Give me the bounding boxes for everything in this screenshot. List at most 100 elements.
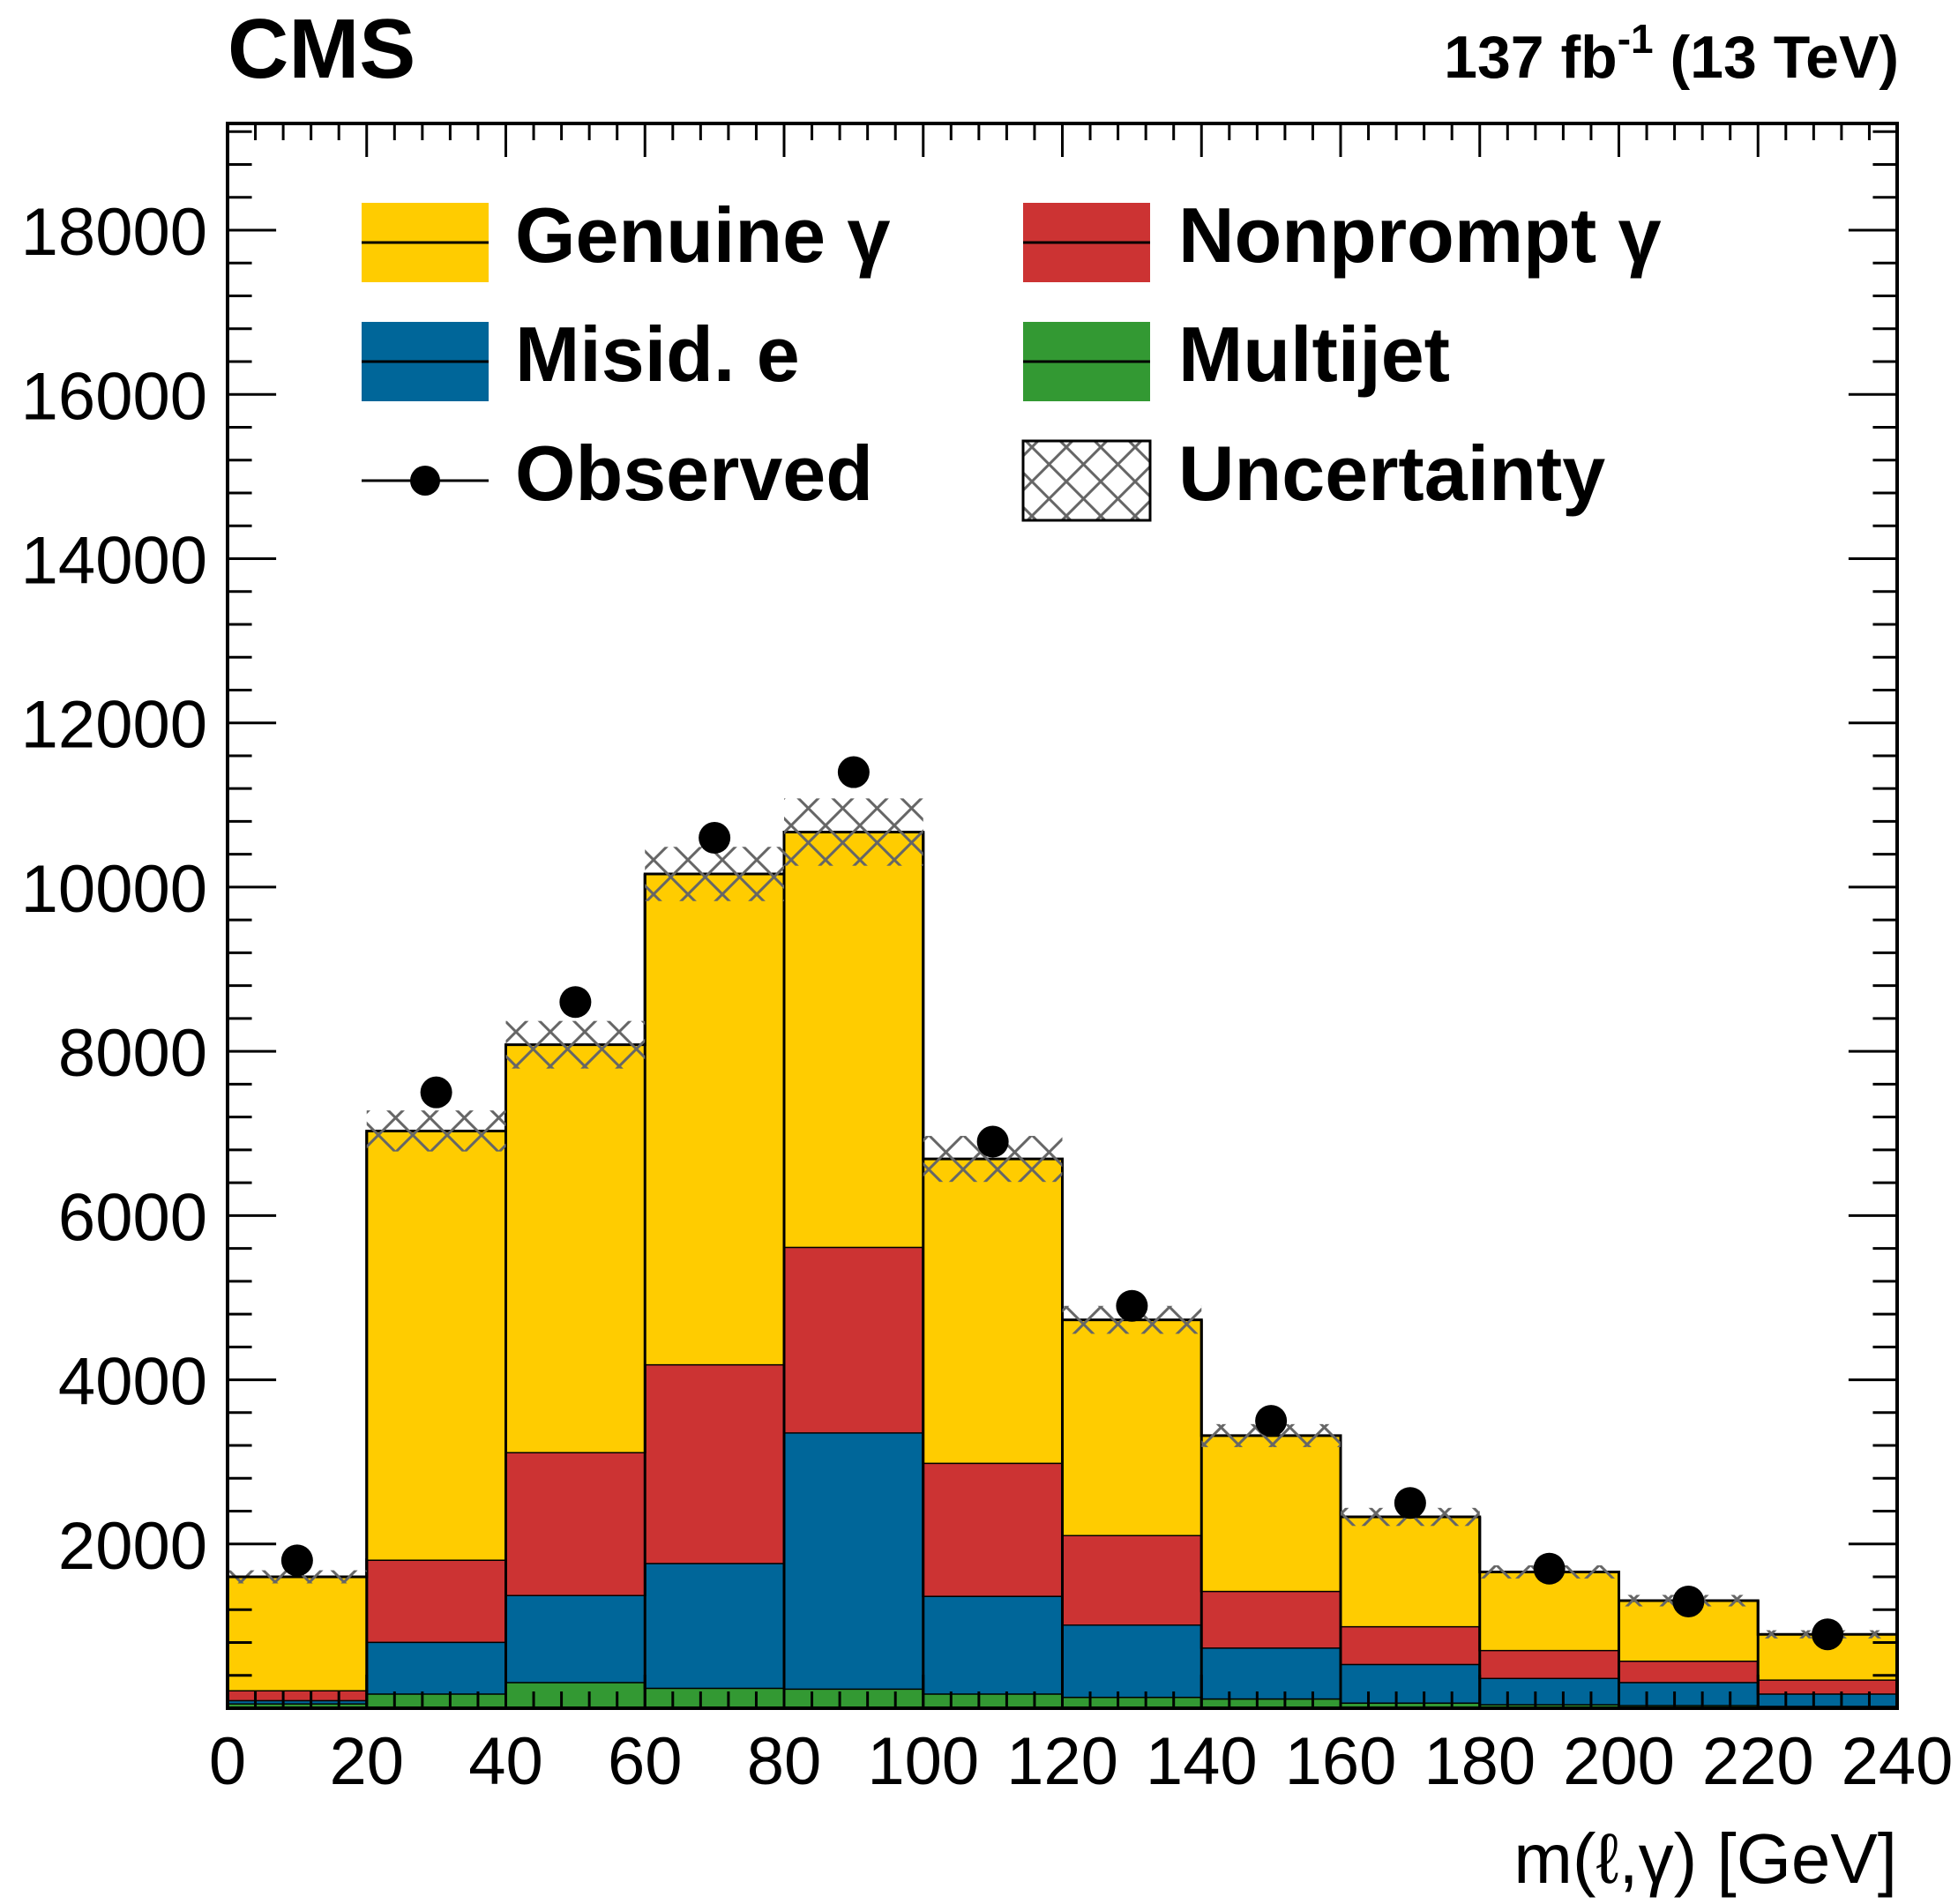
- bar-nonprompt-4: [784, 1246, 923, 1433]
- x-axis-label: m(ℓ,γ) [GeV]: [1513, 1819, 1897, 1898]
- y-tick-label-2000: 2000: [58, 1509, 207, 1584]
- bar-misid-e-7: [1201, 1647, 1341, 1699]
- bar-multijet-9: [1479, 1704, 1619, 1708]
- x-tick-label-100: 100: [867, 1724, 979, 1799]
- legend-label-observed: Observed: [515, 429, 873, 517]
- bar-multijet-1: [366, 1693, 506, 1708]
- bar-misid-e-4: [784, 1432, 923, 1689]
- bar-misid-e-8: [1341, 1663, 1480, 1703]
- observed-point-7: [1255, 1405, 1288, 1437]
- bar-multijet-3: [645, 1687, 784, 1708]
- bar-multijet-0: [228, 1703, 367, 1708]
- bar-multijet-4: [784, 1688, 923, 1708]
- uncertainty-band-0: [228, 1570, 367, 1584]
- observed-point-5: [976, 1125, 1009, 1158]
- bar-nonprompt-6: [1062, 1534, 1202, 1625]
- legend: Genuine γ Nonprompt γ Misid. e Multijet …: [362, 191, 1662, 522]
- y-tick-label-4000: 4000: [58, 1345, 207, 1420]
- experiment-label: CMS: [228, 2, 415, 96]
- bar-nonprompt-8: [1341, 1625, 1480, 1664]
- lumi-exponent: -1: [1618, 16, 1654, 62]
- bar-nonprompt-1: [366, 1559, 506, 1642]
- bar-misid-e-10: [1618, 1682, 1759, 1706]
- observed-point-8: [1394, 1487, 1426, 1519]
- bar-misid-e-11: [1758, 1693, 1897, 1706]
- bar-genuine-7: [1201, 1435, 1341, 1591]
- x-tick-label-140: 140: [1146, 1724, 1258, 1799]
- uncertainty-band-2: [505, 1020, 646, 1069]
- bar-genuine-8: [1341, 1517, 1480, 1626]
- bar-misid-e-0: [228, 1699, 367, 1704]
- y-tick-label-16000: 16000: [21, 359, 207, 434]
- uncertainty-band-1: [366, 1110, 506, 1152]
- bar-misid-e-5: [923, 1595, 1063, 1694]
- legend-label-misid: Misid. e: [515, 310, 800, 398]
- bar-multijet-6: [1062, 1696, 1202, 1708]
- legend-label-genuine: Genuine γ: [515, 191, 890, 279]
- y-tick-label-6000: 6000: [58, 1180, 207, 1255]
- bar-misid-e-2: [505, 1594, 646, 1683]
- lumi-label: 137 fb-1 (13 TeV): [1444, 16, 1899, 91]
- observed-point-9: [1533, 1552, 1566, 1585]
- bar-multijet-2: [505, 1682, 646, 1708]
- observed-point-2: [559, 986, 592, 1019]
- x-tick-label-0: 0: [209, 1724, 246, 1799]
- bar-genuine-6: [1062, 1319, 1202, 1535]
- uncertainty-bands: [228, 798, 1897, 1639]
- bar-nonprompt-7: [1201, 1590, 1341, 1648]
- bar-genuine-2: [505, 1044, 646, 1452]
- observed-points: [280, 756, 1844, 1651]
- observed-point-10: [1672, 1585, 1705, 1617]
- bar-misid-e-6: [1062, 1624, 1202, 1697]
- legend-swatch-uncertainty: [1021, 439, 1152, 522]
- bar-genuine-1: [366, 1131, 506, 1560]
- bar-misid-e-9: [1479, 1677, 1619, 1705]
- legend-label-multijet: Multijet: [1178, 310, 1450, 398]
- lumi-value: 137 fb: [1444, 24, 1618, 91]
- x-tick-label-40: 40: [468, 1724, 543, 1799]
- x-tick-label-120: 120: [1006, 1724, 1118, 1799]
- observed-point-11: [1812, 1618, 1844, 1651]
- uncertainty-band-3: [645, 847, 784, 901]
- observed-point-3: [699, 822, 731, 855]
- x-tick-label-180: 180: [1424, 1724, 1536, 1799]
- y-tick-label-8000: 8000: [58, 1016, 207, 1091]
- observed-point-0: [280, 1544, 313, 1577]
- bar-nonprompt-11: [1758, 1679, 1897, 1694]
- bar-genuine-0: [228, 1577, 367, 1691]
- bar-genuine-3: [645, 874, 784, 1364]
- bar-genuine-4: [784, 832, 923, 1247]
- axis-ticks: [226, 123, 1899, 1708]
- x-tick-label-60: 60: [608, 1724, 683, 1799]
- bar-genuine-9: [1479, 1572, 1619, 1650]
- bar-misid-e-3: [645, 1563, 784, 1688]
- legend-label-nonprompt: Nonprompt γ: [1178, 191, 1662, 279]
- bar-nonprompt-9: [1479, 1649, 1619, 1678]
- bar-nonprompt-3: [645, 1363, 784, 1564]
- bar-nonprompt-0: [228, 1690, 367, 1700]
- bar-nonprompt-2: [505, 1452, 646, 1595]
- x-tick-label-240: 240: [1842, 1724, 1954, 1799]
- y-tick-label-10000: 10000: [21, 852, 207, 927]
- x-tick-label-20: 20: [329, 1724, 404, 1799]
- bar-nonprompt-10: [1618, 1660, 1759, 1683]
- axis-tick-labels: 0 20 40 60 80 100 120 140 160 180 200 220 240 2000 400…: [21, 195, 1954, 1799]
- bar-multijet-5: [923, 1693, 1063, 1708]
- legend-marker-observed: [410, 466, 440, 496]
- bar-genuine-5: [923, 1159, 1063, 1463]
- legend-label-uncertainty: Uncertainty: [1178, 429, 1605, 517]
- y-tick-label-18000: 18000: [21, 195, 207, 270]
- bar-misid-e-1: [366, 1641, 506, 1694]
- bar-multijet-7: [1201, 1698, 1341, 1708]
- x-tick-label-220: 220: [1702, 1724, 1814, 1799]
- observed-point-4: [837, 756, 870, 788]
- y-tick-label-14000: 14000: [21, 523, 207, 598]
- energy-value: (13 TeV): [1670, 24, 1899, 91]
- uncertainty-band-4: [784, 798, 923, 866]
- bar-multijet-8: [1341, 1702, 1480, 1708]
- bar-nonprompt-5: [923, 1462, 1063, 1596]
- y-tick-label-12000: 12000: [21, 688, 207, 763]
- x-tick-label-160: 160: [1285, 1724, 1397, 1799]
- x-tick-label-200: 200: [1563, 1724, 1675, 1799]
